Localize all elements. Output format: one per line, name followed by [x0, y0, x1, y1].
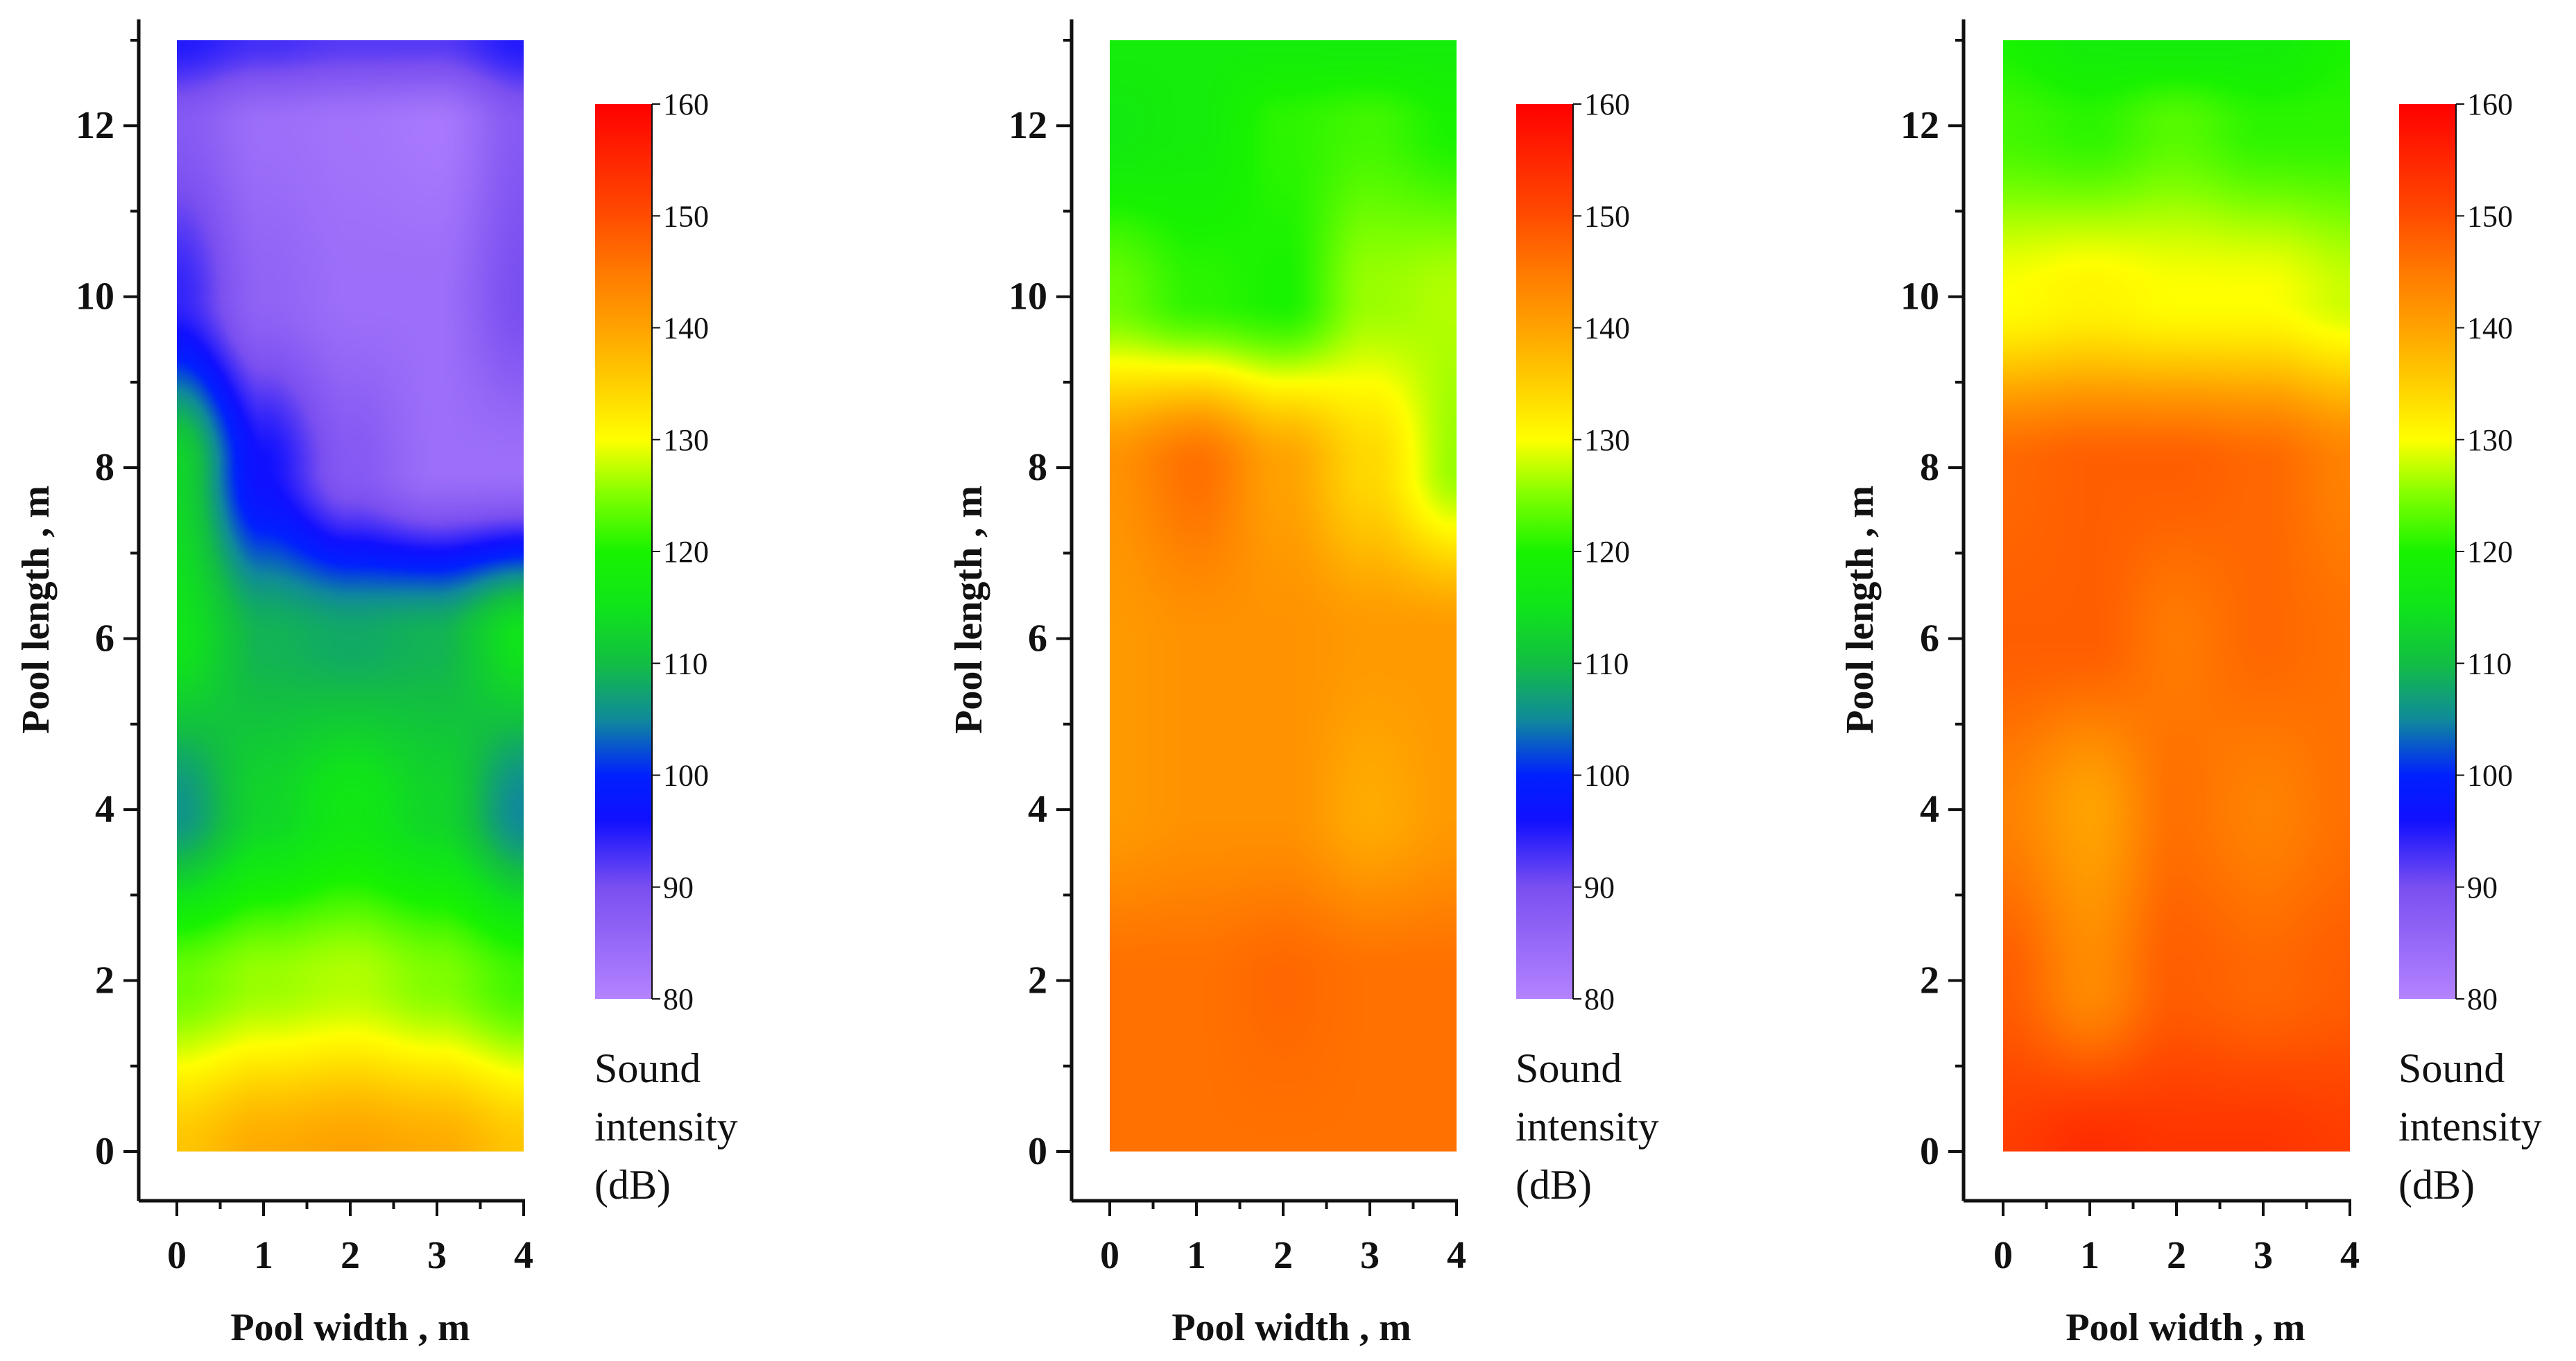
x-tick-label: 1: [2080, 1234, 2100, 1277]
y-tick-label: 10: [1900, 275, 1939, 318]
heatmap-image: [2003, 40, 2350, 1152]
colorbar-title-line: (dB): [1515, 1162, 1592, 1208]
y-tick-label: 6: [1028, 617, 1047, 660]
colorbar: [2399, 104, 2456, 999]
colorbar-tick-label: 120: [2467, 535, 2513, 569]
colorbar-tick-label: 90: [1584, 871, 1615, 905]
x-tick-label: 1: [254, 1234, 273, 1277]
colorbar-tick-label: 80: [2467, 982, 2498, 1016]
y-tick-label: 2: [1028, 959, 1047, 1002]
colorbar-tick-label: 130: [663, 423, 709, 457]
colorbar-title-line: Sound: [2398, 1045, 2505, 1091]
x-tick-label: 3: [1360, 1234, 1380, 1277]
y-tick-label: 2: [95, 959, 114, 1002]
y-tick-label: 0: [95, 1130, 114, 1173]
colorbar-title-line: intensity: [1515, 1104, 1659, 1149]
colorbar-tick-label: 160: [2467, 87, 2513, 121]
colorbar-tick-label: 90: [663, 871, 694, 905]
x-tick-label: 0: [167, 1234, 187, 1277]
y-tick-label: 4: [1028, 788, 1047, 831]
colorbar-tick-label: 150: [663, 199, 709, 233]
colorbar-tick-label: 130: [2467, 423, 2513, 457]
colorbar-tick-label: 90: [2467, 871, 2498, 905]
heatmap-image: [177, 40, 524, 1152]
x-tick-label: 0: [1100, 1234, 1119, 1277]
colorbar-tick-label: 140: [2467, 311, 2513, 345]
x-tick-label: 1: [1187, 1234, 1206, 1277]
y-axis-title: Pool length , m: [947, 486, 990, 734]
y-tick-label: 6: [1920, 617, 1939, 660]
y-tick-label: 0: [1028, 1130, 1047, 1173]
x-tick-label: 0: [1993, 1234, 2013, 1277]
colorbar-tick-label: 140: [663, 311, 709, 345]
heatmap-image: [1110, 40, 1457, 1152]
y-tick-label: 8: [1028, 446, 1047, 489]
colorbar-tick-label: 100: [663, 759, 709, 793]
y-tick-label: 6: [95, 617, 114, 660]
x-tick-label: 4: [1447, 1234, 1466, 1277]
colorbar-tick-label: 110: [663, 647, 707, 680]
x-tick-label: 4: [2340, 1234, 2360, 1277]
colorbar: [595, 104, 652, 999]
colorbar-tick-label: 160: [1584, 87, 1630, 121]
y-tick-label: 4: [1920, 788, 1939, 831]
colorbar: [1516, 104, 1573, 999]
y-tick-label: 12: [76, 104, 114, 147]
y-tick-label: 4: [95, 788, 114, 831]
x-tick-label: 2: [1273, 1234, 1293, 1277]
colorbar-tick-label: 100: [2467, 759, 2513, 793]
colorbar-title-line: intensity: [2398, 1104, 2542, 1149]
colorbar-tick-label: 80: [1584, 982, 1615, 1016]
colorbar-tick-label: 150: [2467, 199, 2513, 233]
x-tick-label: 2: [341, 1234, 360, 1277]
x-axis-title: Pool width , m: [1171, 1306, 1411, 1349]
colorbar-title-line: Sound: [594, 1045, 701, 1091]
colorbar-tick-label: 150: [1584, 199, 1630, 233]
colorbar-tick-label: 160: [663, 87, 709, 121]
x-tick-label: 2: [2167, 1234, 2186, 1277]
y-tick-label: 8: [95, 446, 114, 489]
y-axis-title: Pool length , m: [1839, 486, 1882, 734]
y-tick-label: 10: [1008, 275, 1047, 318]
colorbar-title-line: Sound: [1515, 1045, 1622, 1091]
x-tick-label: 4: [514, 1234, 533, 1277]
colorbar-tick-label: 110: [2467, 647, 2511, 680]
y-axis-title: Pool length , m: [15, 486, 58, 734]
y-tick-label: 10: [76, 275, 114, 318]
y-tick-label: 12: [1900, 104, 1939, 147]
colorbar-tick-label: 110: [1584, 647, 1629, 680]
colorbar-tick-label: 140: [1584, 311, 1630, 345]
colorbar-tick-label: 100: [1584, 759, 1630, 793]
y-tick-label: 2: [1920, 959, 1939, 1002]
y-tick-label: 0: [1920, 1130, 1939, 1173]
x-axis-title: Pool width , m: [2066, 1306, 2305, 1349]
colorbar-tick-label: 80: [663, 982, 694, 1016]
colorbar-tick-label: 130: [1584, 423, 1630, 457]
y-tick-label: 8: [1920, 446, 1939, 489]
colorbar-title-line: (dB): [594, 1162, 671, 1208]
y-tick-label: 12: [1008, 104, 1047, 147]
colorbar-tick-label: 120: [1584, 535, 1630, 569]
x-tick-label: 3: [427, 1234, 447, 1277]
x-axis-title: Pool width , m: [230, 1306, 470, 1349]
colorbar-title-line: (dB): [2398, 1162, 2475, 1208]
colorbar-tick-label: 120: [663, 535, 709, 569]
colorbar-title-line: intensity: [594, 1104, 738, 1149]
x-tick-label: 3: [2253, 1234, 2273, 1277]
